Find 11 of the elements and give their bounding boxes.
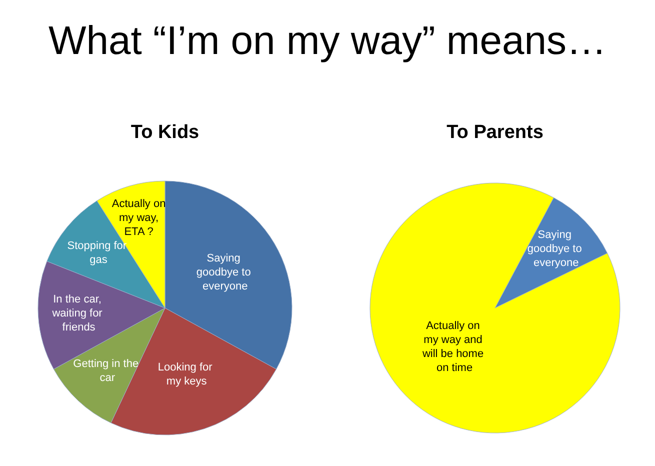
chart-title: To Kids — [130, 122, 200, 143]
slice-label: Saying goodbye to everyone — [527, 228, 585, 269]
slice-label: In the car, waiting for friends — [51, 293, 106, 334]
slice-label: Actually on my way, ETA ? — [112, 198, 166, 238]
slice-label: Saying goodbye to everyone — [196, 252, 254, 292]
slice-label: Looking for my keys — [158, 361, 216, 388]
chart-title: To Parents — [446, 122, 544, 143]
text: What “I’m on my way” means… — [48, 18, 608, 65]
slice-label: Stopping for gas — [67, 240, 130, 266]
slice-label: Getting in the car — [73, 358, 139, 384]
slice-label: Actually on my way and will be home on time — [421, 320, 487, 374]
